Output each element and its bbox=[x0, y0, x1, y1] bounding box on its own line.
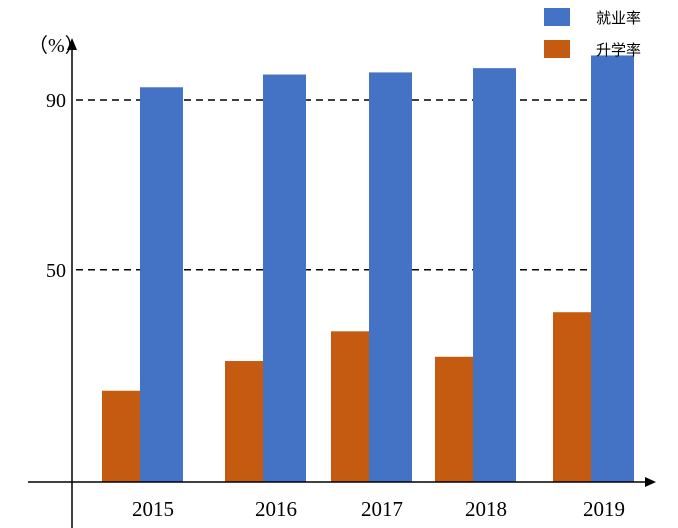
bar-shengxuelv-2017 bbox=[331, 331, 369, 482]
x-axis-arrow bbox=[645, 477, 656, 487]
y-tick-labels: 50 90 bbox=[46, 90, 66, 282]
x-tick-label: 2017 bbox=[361, 497, 403, 521]
bar-shengxuelv-2015 bbox=[102, 390, 140, 482]
y-tick-label: 90 bbox=[46, 90, 66, 112]
reference-lines bbox=[76, 99, 632, 271]
y-unit-label: （%） bbox=[28, 34, 85, 57]
bar-jiuyelv-2018 bbox=[473, 68, 516, 483]
legend-label: 就业率 bbox=[596, 9, 641, 27]
bar-jiuyelv-2016 bbox=[263, 74, 306, 483]
bar-shengxuelv-2016 bbox=[225, 361, 263, 482]
bar-shengxuelv-2018 bbox=[435, 356, 473, 482]
x-tick-label: 2019 bbox=[583, 497, 625, 521]
bar-jiuyelv-2017 bbox=[369, 72, 412, 483]
bar-jiuyelv-2015 bbox=[140, 87, 183, 483]
y-tick-label: 50 bbox=[46, 260, 66, 282]
y-axis-arrow bbox=[67, 38, 77, 50]
bar-shengxuelv-2019 bbox=[553, 312, 591, 482]
legend-swatch bbox=[544, 8, 570, 26]
legend-label: 升学率 bbox=[596, 41, 641, 59]
bars-group bbox=[102, 55, 634, 483]
bar-jiuyelv-2019 bbox=[591, 55, 634, 482]
x-tick-label: 2015 bbox=[132, 497, 174, 521]
legend-swatch bbox=[544, 40, 570, 58]
x-tick-label: 2016 bbox=[255, 497, 297, 521]
axes bbox=[28, 38, 656, 528]
x-tick-labels: 2015 2016 2017 2018 2019 bbox=[132, 497, 625, 521]
x-tick-label: 2018 bbox=[465, 497, 507, 521]
